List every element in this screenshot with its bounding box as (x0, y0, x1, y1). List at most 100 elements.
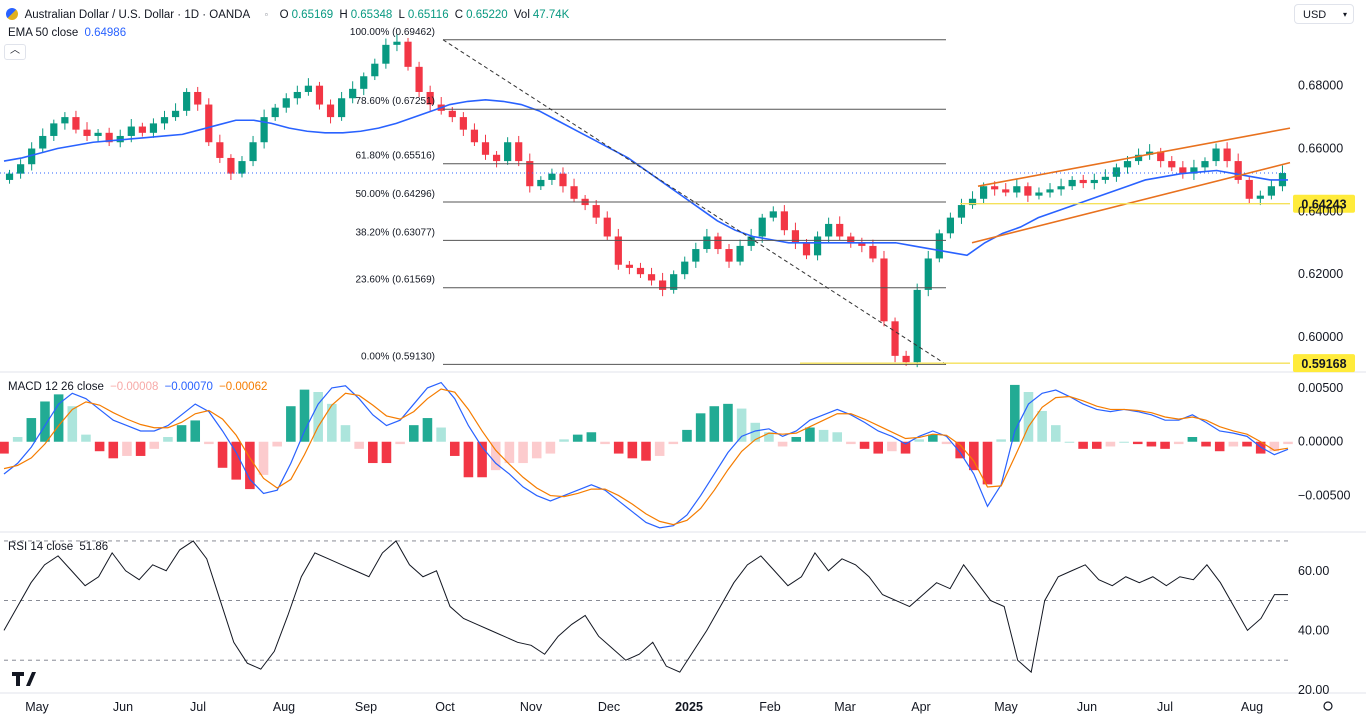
candle-body (360, 76, 368, 89)
macd-histogram-bar (1119, 441, 1129, 443)
candle-body (659, 280, 667, 290)
macd-histogram-bar (53, 394, 64, 442)
macd-histogram-bar (67, 406, 78, 442)
candle-body (791, 230, 800, 243)
macd-histogram-bar (682, 429, 692, 442)
candle-body (326, 104, 335, 118)
candle-body (194, 91, 202, 105)
candle-body (780, 211, 788, 231)
tradingview-logo-icon (12, 672, 36, 686)
candle-body (17, 164, 25, 174)
macd-histogram-bar (0, 441, 9, 454)
macd-histogram-bar (572, 434, 583, 442)
macd-histogram-bar (204, 441, 214, 445)
macd-hist-value: −0.00008 (110, 381, 159, 393)
candle-body (515, 142, 523, 162)
candle-body (5, 173, 14, 180)
macd-histogram-bar (1187, 437, 1198, 442)
macd-histogram-bar (1160, 441, 1170, 449)
candle-body (39, 135, 47, 149)
macd-histogram-bar (627, 441, 638, 459)
candle-body (1234, 161, 1242, 180)
macd-histogram-bar (135, 441, 146, 456)
candle-body (271, 107, 279, 118)
candle-body (127, 126, 135, 136)
candle-body (205, 104, 213, 143)
macd-histogram-bar (1146, 441, 1157, 447)
macd-histogram-bar (1269, 441, 1280, 452)
time-axis-label: Jul (1157, 700, 1173, 714)
macd-line (3, 381, 1289, 529)
macd-histogram-bar (368, 441, 378, 464)
fib-level-label: 50.00% (0.64296) (355, 189, 435, 200)
candle-body (1201, 161, 1209, 168)
time-axis-label: Oct (435, 700, 455, 714)
macd-histogram-bar (1242, 441, 1252, 447)
macd-histogram-bar (449, 441, 460, 456)
candle-body (625, 264, 633, 268)
candle-body (72, 117, 80, 130)
candle-body (913, 289, 921, 363)
macd-histogram-bar (163, 437, 173, 442)
candle-body (802, 242, 811, 256)
fib-level-label: 0.00% (0.59130) (361, 351, 435, 362)
candle-body (459, 117, 467, 130)
macd-histogram-bar (996, 439, 1006, 442)
candle-body (1024, 186, 1032, 196)
candle-body (681, 261, 689, 275)
macd-axis-tick-label: −0.00500 (1298, 489, 1351, 503)
macd-label: MACD 12 26 close (8, 381, 104, 393)
candle-body (1123, 161, 1132, 168)
price-axis-tick-label: 0.62000 (1298, 267, 1343, 281)
currency-label: USD (1303, 9, 1327, 21)
candle-body (149, 123, 158, 133)
currency-select[interactable]: USD ▾ (1294, 4, 1354, 24)
candle-body (603, 217, 611, 237)
macd-histogram-bar (695, 413, 706, 442)
logo-part (26, 672, 36, 686)
time-axis-label: Apr (911, 700, 930, 714)
time-axis-label: Aug (1241, 700, 1263, 714)
ema-legend[interactable]: EMA 50 close 0.64986 (8, 27, 129, 39)
time-axis-label: Nov (520, 700, 543, 714)
rsi-legend[interactable]: RSI 14 close 51.86 (8, 541, 111, 553)
settings-icon (1323, 701, 1333, 711)
candle-body (991, 186, 999, 190)
macd-histogram-bar (586, 432, 597, 442)
macd-histogram-bar (518, 441, 528, 464)
macd-histogram-bar (272, 441, 282, 447)
candle-body (647, 274, 656, 281)
time-axis-label: Jul (190, 700, 206, 714)
candle-body (747, 236, 755, 246)
macd-histogram-bar (477, 441, 487, 478)
candle-body (1068, 179, 1076, 187)
candle-body (880, 258, 888, 322)
fib-trend-line (442, 39, 947, 365)
fib-level-label: 78.60% (0.67251) (355, 96, 435, 107)
macd-histogram-bar (613, 441, 624, 454)
candle-body (758, 217, 766, 237)
candle-body (315, 85, 324, 105)
time-axis-label: Mar (834, 700, 856, 714)
macd-histogram-bar (149, 441, 160, 449)
price-label-tag (1293, 194, 1355, 213)
macd-histogram-bar (176, 425, 187, 442)
candle-body (94, 132, 102, 136)
candle-body (260, 117, 268, 143)
candle-body (703, 236, 711, 250)
candle-body (946, 217, 954, 234)
macd-legend[interactable]: MACD 12 26 close −0.00008 −0.00070 −0.00… (8, 381, 270, 393)
macd-histogram-bar (1105, 441, 1116, 447)
macd-histogram-bar (914, 439, 924, 442)
symbol-logo-icon (6, 8, 18, 20)
candle-body (957, 205, 966, 218)
candle-body (1212, 148, 1220, 162)
ema-label: EMA 50 close (8, 27, 79, 39)
macd-histogram-bar (545, 441, 556, 454)
fib-level-label: 100.00% (0.69462) (350, 27, 435, 38)
candle-body (537, 179, 545, 187)
collapse-legend-button[interactable]: ︿ (4, 44, 26, 60)
candle-body (249, 142, 257, 162)
macd-histogram-bar (327, 403, 337, 442)
